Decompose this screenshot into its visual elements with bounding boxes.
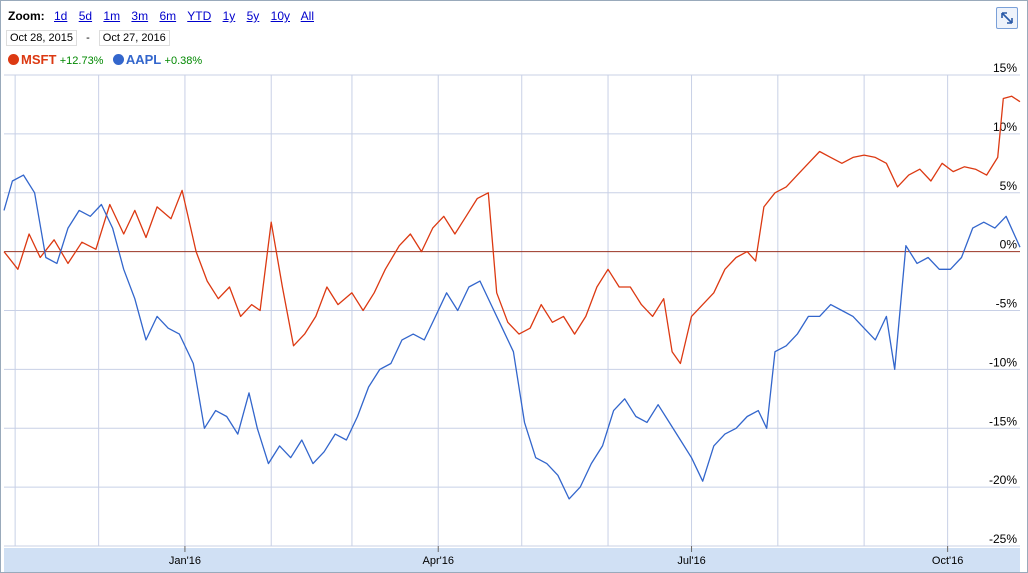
zoom-1y[interactable]: 1y <box>222 9 236 23</box>
zoom-label: Zoom: <box>8 9 45 23</box>
y-tick-label: -10% <box>989 355 1017 369</box>
zoom-ytd[interactable]: YTD <box>187 9 212 23</box>
aapl-marker-icon <box>112 54 124 65</box>
zoom-3m[interactable]: 3m <box>131 9 149 23</box>
legend-item-msft[interactable]: MSFT +12.73% <box>8 52 113 67</box>
gridlines <box>4 74 1020 547</box>
x-tick-label: Oct'16 <box>932 555 963 567</box>
legend-change: +0.38% <box>164 55 203 67</box>
series-line-aapl <box>3 174 1021 500</box>
legend-symbol: MSFT <box>21 52 57 67</box>
legend: MSFT +12.73% AAPL +0.38% <box>8 52 208 67</box>
y-tick-label: -20% <box>989 473 1017 487</box>
y-axis: 15% 10% 5% 0% -5% -10% -15% -20% -25% <box>989 61 1017 546</box>
y-tick-label: -5% <box>996 297 1018 311</box>
end-date[interactable]: Oct 27, 2016 <box>98 30 170 46</box>
legend-change: +12.73% <box>59 55 104 67</box>
y-tick-label: 5% <box>1000 179 1018 193</box>
y-tick-label: -25% <box>989 532 1017 546</box>
y-tick-label: 0% <box>1000 238 1018 252</box>
x-tick-label: Jan'16 <box>169 555 201 567</box>
series-line-msft <box>3 95 1021 365</box>
zoom-bar: Zoom: 1d 5d 1m 3m 6m YTD 1y 5y 10y All <box>8 9 322 23</box>
date-separator: - <box>86 32 90 44</box>
y-tick-label: 10% <box>993 120 1017 134</box>
x-tick-label: Jul'16 <box>677 555 705 567</box>
y-tick-label: 15% <box>993 61 1017 75</box>
msft-marker-icon <box>8 54 19 65</box>
start-date[interactable]: Oct 28, 2015 <box>6 30 77 46</box>
series-lines <box>3 95 1021 500</box>
date-range: Oct 28, 2015 - Oct 27, 2016 <box>6 30 170 46</box>
zoom-1m[interactable]: 1m <box>103 9 121 23</box>
legend-item-aapl[interactable]: AAPL +0.38% <box>112 52 208 67</box>
expand-button[interactable] <box>996 7 1018 29</box>
zoom-5y[interactable]: 5y <box>246 9 260 23</box>
y-tick-label: -15% <box>989 414 1017 428</box>
legend-symbol: AAPL <box>125 52 162 67</box>
timeline-scrollbar[interactable] <box>4 548 1020 572</box>
zoom-all[interactable]: All <box>300 9 315 23</box>
zoom-1d[interactable]: 1d <box>54 9 68 23</box>
x-tick-label: Apr'16 <box>423 555 454 567</box>
x-axis: Jan'16 Apr'16 Jul'16 Oct'16 <box>169 546 963 567</box>
zoom-10y[interactable]: 10y <box>270 9 290 23</box>
zoom-5d[interactable]: 5d <box>78 9 93 23</box>
zoom-6m[interactable]: 6m <box>159 9 177 23</box>
expand-arrows-icon <box>1001 12 1013 24</box>
